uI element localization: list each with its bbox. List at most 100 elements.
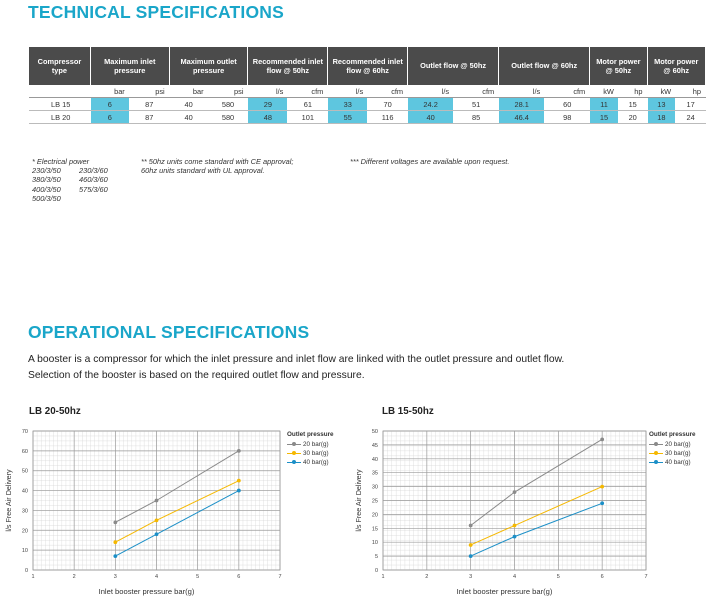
value-cell: 15	[589, 110, 619, 124]
data-point	[600, 484, 605, 489]
y-tick-label: 70	[22, 429, 28, 435]
data-point	[113, 540, 118, 545]
legend-swatch	[287, 459, 301, 465]
x-tick-label: 3	[114, 574, 117, 580]
unit-cell: l/s	[407, 85, 455, 98]
value-cell: 116	[367, 110, 409, 124]
y-tick-label: 40	[22, 489, 28, 495]
y-tick-label: 20	[372, 512, 378, 518]
unit-cell: cfm	[544, 85, 591, 98]
value-cell: 580	[208, 110, 249, 124]
x-tick-label: 5	[557, 574, 560, 580]
data-point	[113, 520, 118, 525]
value-cell: 20	[618, 110, 648, 124]
x-tick-label: 4	[155, 574, 158, 580]
value-cell: 6	[90, 110, 130, 124]
value-cell: 11	[589, 97, 619, 111]
approval-note-line: ** 50hz units come standard with CE appr…	[141, 157, 294, 166]
chart-title-lb20: LB 20-50hz	[29, 406, 81, 417]
value-cell: 85	[453, 110, 500, 124]
legend-swatch	[649, 441, 663, 447]
data-point	[154, 518, 159, 523]
table-header-row: Compressor type Maximum inlet pressure M…	[29, 47, 706, 85]
value-cell: 70	[367, 97, 409, 111]
y-axis-label: l/s Free Air Delivery	[354, 469, 363, 532]
legend-swatch	[649, 450, 663, 456]
power-list-60hz: 230/3/60 460/3/60 575/3/60	[79, 166, 108, 203]
value-cell: 17	[675, 97, 706, 111]
value-cell: 33	[327, 97, 369, 111]
data-point	[468, 543, 473, 547]
y-tick-label: 30	[372, 485, 378, 491]
value-cell: 6	[90, 97, 130, 111]
y-tick-label: 30	[22, 508, 28, 514]
y-tick-label: 60	[22, 449, 28, 455]
y-tick-label: 50	[22, 469, 28, 475]
unit-cell: cfm	[453, 85, 500, 98]
power-item: 230/3/60	[79, 166, 108, 176]
oper-specs-title: OPERATIONAL SPECIFICATIONS	[28, 322, 310, 342]
x-tick-label: 6	[237, 574, 240, 580]
voltage-note: *** Different voltages are available upo…	[350, 157, 510, 166]
electrical-power-note: * Electrical power 230/3/50 380/3/50 400/3…	[32, 157, 108, 203]
data-point	[113, 554, 118, 558]
header-cell: Maximum outlet pressure	[169, 47, 249, 85]
y-tick-label: 0	[375, 568, 378, 574]
unit-cell: l/s	[247, 85, 289, 98]
legend-label: 40 bar(g)	[303, 459, 329, 466]
power-item: 400/3/50	[32, 184, 61, 194]
value-cell: 87	[129, 110, 170, 124]
y-tick-label: 40	[372, 457, 378, 463]
chart-title-lb15: LB 15-50hz	[382, 406, 434, 417]
data-point	[236, 488, 241, 493]
unit-cell: cfm	[287, 85, 329, 98]
header-cell: Outlet flow @ 50hz	[407, 47, 500, 85]
approval-note-line: 60hz units standard with UL approval.	[141, 166, 265, 176]
y-tick-label: 50	[372, 429, 378, 435]
value-cell: 51	[453, 97, 500, 111]
value-cell: 87	[129, 97, 170, 111]
unit-cell: psi	[208, 85, 249, 98]
units-row: bar psi bar psi l/s cfm l/s cfm l/s cfm l/s cfm kW hp…	[29, 85, 706, 98]
unit-cell: kW	[647, 85, 677, 98]
power-item: 380/3/50	[32, 175, 61, 185]
legend-label: 40 bar(g)	[665, 459, 691, 466]
data-point	[236, 448, 241, 453]
legend-title: Outlet pressure	[649, 431, 696, 438]
legend-label: 30 bar(g)	[303, 450, 329, 457]
value-cell: 24.2	[407, 97, 455, 111]
unit-cell: kW	[589, 85, 619, 98]
data-point	[236, 478, 241, 483]
legend-swatch	[287, 441, 301, 447]
value-cell: 98	[544, 110, 591, 124]
value-cell: 28.1	[498, 97, 546, 111]
value-cell: 46.4	[498, 110, 546, 124]
legend-swatch	[287, 450, 301, 456]
y-tick-label: 25	[372, 499, 378, 505]
value-cell: 18	[647, 110, 677, 124]
unit-cell: bar	[90, 85, 130, 98]
legend-entry: 40 bar(g)	[649, 458, 696, 467]
value-cell: 24	[675, 110, 706, 124]
chart-legend-lb15: Outlet pressure 20 bar(g) 30 bar(g) 40 bar(…	[649, 431, 696, 467]
legend-label: 30 bar(g)	[665, 450, 691, 457]
unit-cell: cfm	[367, 85, 409, 98]
table-row: LB 20 6 87 40 580 48 101 55 116 40 85 46.4 98 15 20 18 2…	[29, 110, 706, 124]
legend-entry: 20 bar(g)	[287, 440, 334, 449]
chart-legend-lb20: Outlet pressure 20 bar(g) 30 bar(g) 40 bar(…	[287, 431, 334, 467]
approval-note: ** 50hz units come standard with CE appr…	[141, 157, 293, 175]
x-tick-label: 4	[513, 574, 516, 580]
legend-label: 20 bar(g)	[303, 441, 329, 448]
data-point	[154, 498, 159, 503]
x-tick-label: 5	[196, 574, 199, 580]
header-cell: Recommended inlet flow @ 60hz	[327, 47, 409, 85]
header-cell: Compressor type	[29, 47, 91, 85]
data-point	[468, 554, 473, 558]
legend-entry: 30 bar(g)	[649, 449, 696, 458]
x-tick-label: 6	[601, 574, 604, 580]
power-item: 500/3/50	[32, 193, 61, 203]
legend-swatch	[649, 459, 663, 465]
legend-entry: 30 bar(g)	[287, 449, 334, 458]
